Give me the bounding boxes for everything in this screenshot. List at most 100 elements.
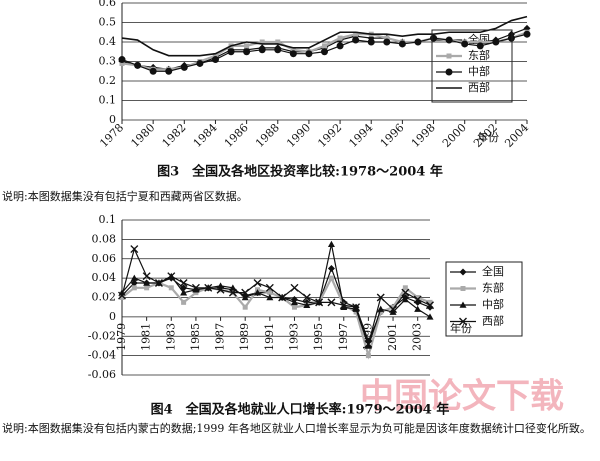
marker	[244, 43, 250, 49]
x-tick-label: 2004	[502, 121, 531, 150]
y-tick-label: 0.04	[92, 271, 117, 284]
x-tick-label: 1986	[222, 121, 251, 150]
marker	[445, 36, 453, 44]
marker	[507, 34, 515, 42]
marker	[476, 42, 484, 50]
y-tick-label: 0.5	[99, 16, 117, 29]
legend-label: 西部	[482, 314, 504, 328]
marker	[365, 353, 371, 359]
marker	[426, 313, 434, 320]
marker	[290, 47, 296, 53]
marker	[376, 293, 385, 302]
x-tick-label: 1981	[140, 323, 153, 351]
marker	[289, 50, 297, 58]
marker	[130, 274, 138, 281]
marker	[243, 48, 251, 56]
marker	[130, 279, 138, 287]
marker	[275, 39, 281, 45]
marker	[131, 285, 137, 291]
y-tick-label: 0.1	[99, 94, 117, 107]
series-line	[121, 15, 528, 57]
caption: 图3 全国及各地区投资率比较:1978～2004 年	[157, 164, 443, 180]
marker	[353, 309, 359, 315]
marker	[179, 278, 188, 287]
marker	[193, 290, 199, 296]
marker	[180, 289, 188, 296]
y-tick-label: 0.6	[99, 0, 117, 9]
marker	[192, 286, 200, 293]
marker	[167, 272, 176, 281]
x-tick-label: 1998	[409, 121, 438, 150]
marker	[383, 38, 391, 46]
marker	[259, 39, 265, 45]
marker	[274, 46, 282, 54]
y-tick-label: 0.2	[99, 74, 117, 87]
marker	[446, 53, 452, 59]
marker	[459, 317, 467, 326]
legend-label: 中部	[468, 64, 490, 78]
marker	[154, 278, 163, 287]
marker	[378, 309, 384, 315]
x-tick-label: 1997	[337, 323, 350, 351]
marker	[216, 285, 225, 294]
marker	[414, 38, 422, 46]
marker	[401, 288, 410, 297]
marker	[415, 295, 421, 300]
marker	[336, 42, 344, 50]
marker	[426, 301, 434, 310]
marker	[367, 38, 375, 46]
marker	[352, 303, 361, 312]
marker	[402, 285, 408, 291]
marker	[130, 245, 139, 254]
marker	[241, 294, 249, 301]
marker	[315, 298, 324, 307]
watermark: 中国论文下载	[360, 377, 564, 417]
caption: 图4 全国及各地就业人口增长率:1979～2004 年	[151, 402, 450, 418]
legend-label: 中部	[482, 297, 504, 311]
marker	[327, 264, 335, 272]
marker	[461, 40, 469, 48]
x-tick-label: 1994	[346, 121, 375, 150]
marker	[337, 35, 343, 41]
marker	[278, 293, 287, 302]
x-tick-label: 1984	[191, 121, 220, 150]
marker	[390, 304, 396, 310]
marker	[477, 39, 483, 45]
y-tick-label: 0.02	[92, 291, 117, 304]
marker	[165, 67, 173, 75]
x-tick-label: 1988	[253, 121, 282, 150]
x-tick-label: 1990	[284, 121, 313, 150]
marker	[143, 279, 151, 286]
marker	[328, 275, 334, 281]
legend-label: 东部	[468, 48, 490, 62]
marker	[460, 286, 466, 291]
marker	[119, 60, 125, 66]
x-axis-label: 年份	[477, 130, 499, 144]
x-tick-label: 1991	[263, 323, 276, 351]
legend-box	[431, 29, 513, 103]
marker	[377, 305, 385, 312]
marker	[322, 43, 327, 49]
x-tick-label: 2000	[440, 121, 469, 150]
marker	[398, 40, 406, 48]
note: 说明:本图数据集没有包括宁夏和西藏两省区数据。	[2, 189, 248, 203]
marker	[142, 272, 151, 281]
marker	[445, 68, 453, 76]
y-tick-label: -0.06	[88, 368, 116, 381]
marker	[413, 295, 422, 304]
marker	[196, 59, 204, 67]
marker	[253, 278, 262, 287]
marker	[414, 305, 422, 312]
marker	[302, 293, 311, 302]
marker	[266, 294, 274, 301]
marker	[353, 31, 359, 37]
marker	[118, 56, 126, 64]
legend-label: 全国	[482, 264, 504, 278]
y-tick-label: 0.1	[99, 213, 117, 226]
marker	[389, 308, 397, 315]
marker	[227, 48, 235, 56]
marker	[459, 268, 467, 276]
marker	[459, 301, 467, 308]
x-tick-label: 1993	[287, 323, 300, 351]
x-tick-label: 1979	[115, 323, 128, 351]
